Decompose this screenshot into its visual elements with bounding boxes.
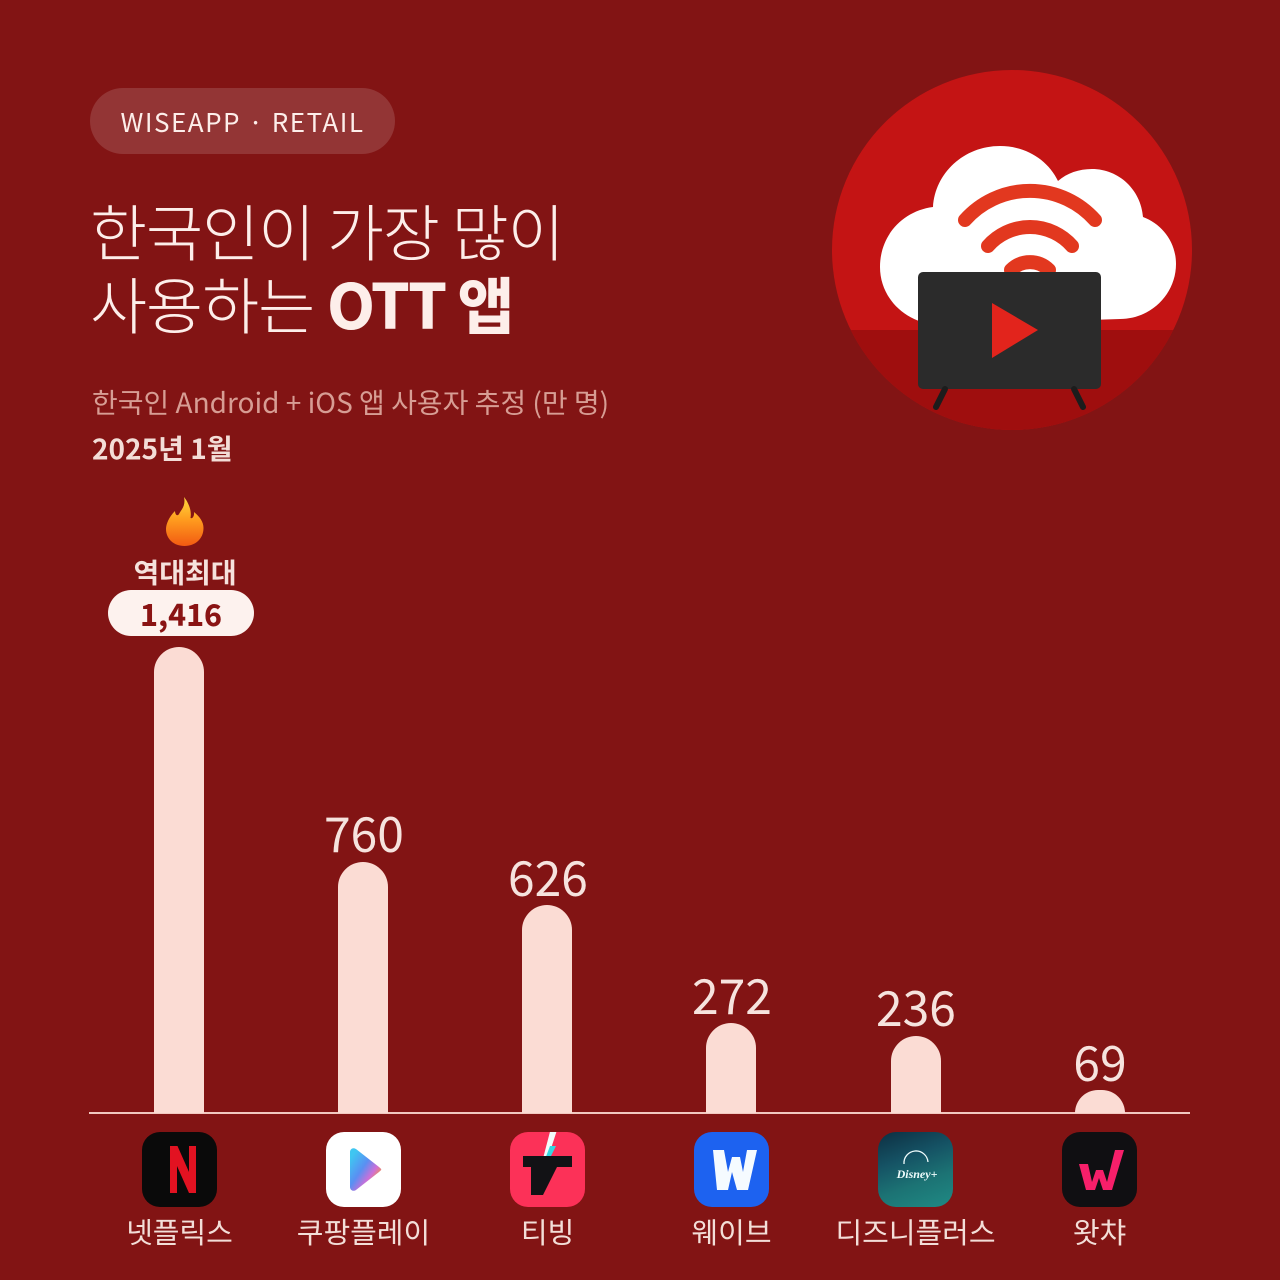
svg-text:Disney+: Disney+	[896, 1167, 938, 1181]
